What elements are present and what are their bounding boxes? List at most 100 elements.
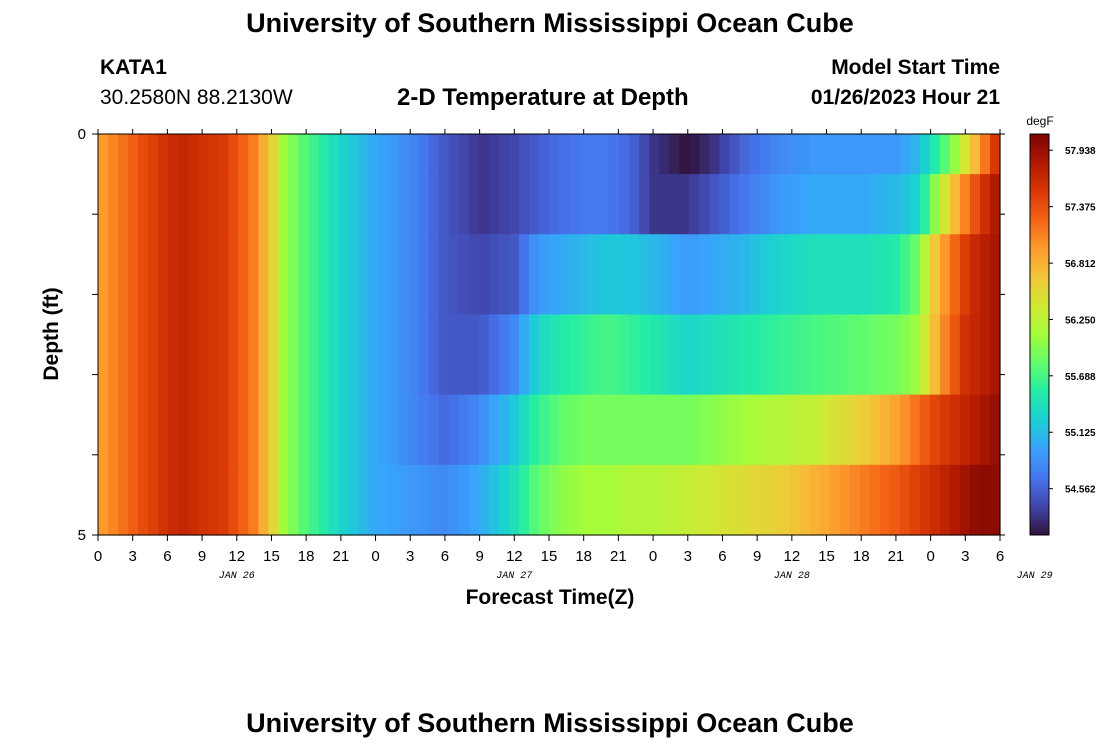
heatmap-cell	[388, 174, 400, 235]
heatmap-cell	[168, 134, 179, 175]
heatmap-cell	[198, 314, 209, 396]
heatmap-cell	[919, 174, 931, 235]
heatmap-cell	[288, 314, 300, 396]
heatmap-cell	[869, 174, 881, 235]
heatmap-cell	[979, 174, 991, 235]
heatmap-cell	[879, 394, 891, 466]
heatmap-cell	[408, 174, 420, 235]
heatmap-cell	[318, 464, 330, 536]
heatmap-cell	[579, 134, 590, 175]
heatmap-cell	[899, 234, 911, 316]
x-tick-label: 21	[610, 548, 627, 565]
heatmap-cell	[328, 314, 340, 396]
heatmap-cell	[879, 234, 891, 316]
heatmap-cell	[408, 394, 420, 466]
heatmap-cell	[849, 134, 861, 175]
heatmap-cell	[228, 314, 239, 396]
heatmap-cell	[518, 134, 530, 175]
heatmap-cell	[919, 234, 931, 316]
heatmap-cell	[188, 174, 199, 235]
heatmap-cell	[559, 174, 570, 235]
heatmap-cell	[679, 314, 690, 396]
heatmap-cell	[709, 134, 720, 175]
heatmap-cell	[909, 234, 921, 316]
heatmap-cell	[879, 174, 891, 235]
heatmap-cell	[268, 134, 279, 175]
station-name: KATA1	[100, 56, 167, 79]
heatmap-cell	[118, 174, 129, 235]
heatmap-cell	[789, 234, 801, 316]
heatmap-cell	[729, 134, 741, 175]
heatmap-cell	[599, 464, 610, 536]
heatmap-cell	[989, 314, 1001, 396]
heatmap-cell	[949, 314, 961, 396]
heatmap-cell	[829, 394, 841, 466]
heatmap-cell	[308, 464, 320, 536]
heatmap-cell	[929, 314, 941, 396]
heatmap-cell	[348, 314, 360, 396]
heatmap-cell	[829, 464, 841, 536]
heatmap-cell	[799, 234, 811, 316]
heatmap-cell	[549, 314, 560, 396]
heatmap-cell	[108, 134, 119, 175]
heatmap-cell	[498, 134, 510, 175]
x-tick-label: 3	[129, 548, 137, 565]
heatmap-cell	[989, 134, 1001, 175]
heatmap-cell	[759, 314, 771, 396]
heatmap-cell	[579, 314, 590, 396]
heatmap-cell	[518, 464, 530, 536]
heatmap-cell	[869, 314, 881, 396]
heatmap-cell	[228, 174, 239, 235]
heatmap-cell	[729, 234, 741, 316]
heatmap-cell	[328, 134, 340, 175]
colorbar-tick-label: 56.250	[1065, 315, 1096, 326]
heatmap-cell	[869, 464, 881, 536]
heatmap-cell	[969, 134, 981, 175]
heatmap-cell	[418, 174, 430, 235]
heatmap-cell	[679, 394, 690, 466]
heatmap-cell	[418, 314, 430, 396]
heatmap-cell	[569, 174, 580, 235]
heatmap-cell	[669, 174, 680, 235]
heatmap-cell	[989, 174, 1001, 235]
heatmap-cell	[629, 464, 640, 536]
heatmap-cell	[308, 174, 320, 235]
heatmap-cell	[338, 174, 350, 235]
heatmap-cell	[268, 464, 279, 536]
heatmap-cell	[629, 174, 640, 235]
heatmap-cell	[518, 394, 530, 466]
heatmap-cell	[829, 134, 841, 175]
heatmap-cell	[438, 314, 450, 396]
heatmap-cell	[749, 174, 761, 235]
heatmap-cell	[739, 314, 751, 396]
heatmap-cell	[358, 464, 370, 536]
x-tick-label: 6	[996, 548, 1004, 565]
x-tick-label: 18	[298, 548, 315, 565]
heatmap-cell	[498, 394, 510, 466]
heatmap-cell	[528, 394, 540, 466]
heatmap-cell	[809, 394, 821, 466]
heatmap-cell	[689, 464, 700, 536]
heatmap-cell	[609, 234, 620, 316]
heatmap-cell	[528, 234, 540, 316]
heatmap-cell	[188, 234, 199, 316]
heatmap-cell	[629, 394, 640, 466]
x-tick-label: 6	[441, 548, 449, 565]
heatmap-cell	[929, 234, 941, 316]
heatmap-cell	[839, 134, 851, 175]
heatmap-cell	[709, 314, 720, 396]
heatmap-cell	[368, 394, 380, 466]
heatmap-cell	[338, 464, 350, 536]
heatmap-cell	[118, 394, 129, 466]
heatmap-cell	[328, 234, 340, 316]
heatmap-cell	[508, 394, 520, 466]
heatmap-cell	[579, 464, 590, 536]
heatmap-cell	[148, 464, 159, 536]
heatmap-cell	[769, 174, 781, 235]
heatmap-cell	[538, 134, 550, 175]
heatmap-cell	[859, 394, 871, 466]
heatmap-cell	[919, 134, 931, 175]
heatmap-cell	[158, 174, 169, 235]
heatmap-cell	[418, 394, 430, 466]
heatmap-cell	[629, 234, 640, 316]
